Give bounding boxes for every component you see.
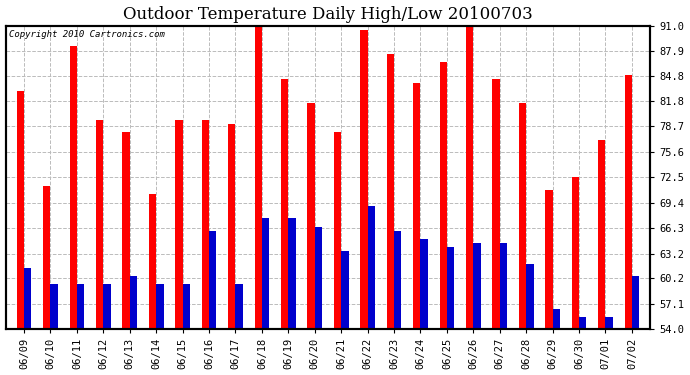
Bar: [571, 177, 579, 329]
Bar: [315, 226, 322, 329]
Bar: [235, 284, 243, 329]
Bar: [281, 79, 288, 329]
Bar: [175, 120, 183, 329]
Bar: [493, 79, 500, 329]
Bar: [579, 317, 586, 329]
Bar: [183, 284, 190, 329]
Bar: [104, 284, 110, 329]
Bar: [130, 276, 137, 329]
Bar: [201, 120, 209, 329]
Bar: [386, 54, 394, 329]
Bar: [473, 243, 481, 329]
Bar: [606, 317, 613, 329]
Bar: [70, 46, 77, 329]
Bar: [307, 104, 315, 329]
Bar: [526, 264, 533, 329]
Bar: [122, 132, 130, 329]
Bar: [360, 30, 368, 329]
Bar: [341, 251, 348, 329]
Bar: [209, 231, 217, 329]
Bar: [228, 124, 235, 329]
Bar: [553, 309, 560, 329]
Bar: [255, 26, 262, 329]
Bar: [17, 91, 24, 329]
Bar: [24, 268, 32, 329]
Bar: [440, 62, 447, 329]
Bar: [394, 231, 402, 329]
Bar: [288, 218, 296, 329]
Bar: [96, 120, 104, 329]
Bar: [262, 218, 269, 329]
Bar: [413, 83, 420, 329]
Bar: [447, 247, 454, 329]
Bar: [420, 239, 428, 329]
Bar: [632, 276, 640, 329]
Bar: [545, 190, 553, 329]
Bar: [156, 284, 164, 329]
Bar: [43, 186, 50, 329]
Bar: [77, 284, 84, 329]
Bar: [500, 243, 507, 329]
Title: Outdoor Temperature Daily High/Low 20100703: Outdoor Temperature Daily High/Low 20100…: [123, 6, 533, 22]
Bar: [466, 26, 473, 329]
Bar: [50, 284, 58, 329]
Bar: [368, 206, 375, 329]
Bar: [334, 132, 341, 329]
Bar: [519, 104, 526, 329]
Text: Copyright 2010 Cartronics.com: Copyright 2010 Cartronics.com: [9, 30, 165, 39]
Bar: [149, 194, 156, 329]
Bar: [624, 75, 632, 329]
Bar: [598, 140, 606, 329]
